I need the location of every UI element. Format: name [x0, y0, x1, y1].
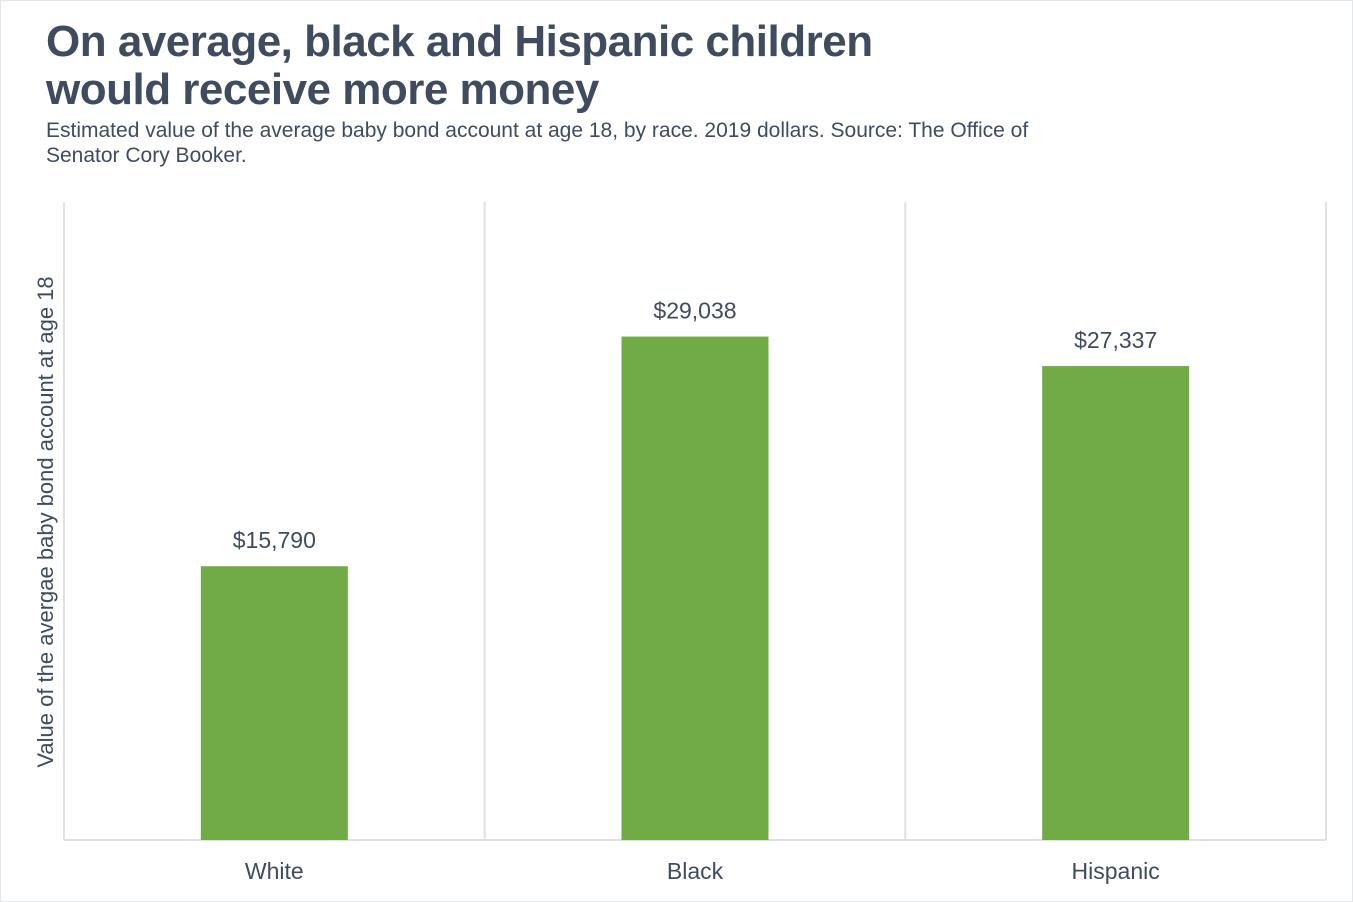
- bar-layer: [200, 336, 1190, 840]
- chart-subtitle: Estimated value of the average baby bond…: [46, 119, 1029, 167]
- data-label-black: $29,038: [653, 298, 736, 324]
- data-label-white: $15,790: [233, 527, 316, 553]
- chart-title: On average, black and Hispanic children …: [46, 17, 873, 114]
- data-label-hispanic: $27,337: [1074, 327, 1157, 353]
- x-tick-label-black: Black: [667, 858, 724, 884]
- label-layer: $15,790 White $29,038 Black $27,337 Hispanic: [233, 298, 1160, 884]
- bar-hispanic[interactable]: [1042, 366, 1190, 840]
- x-tick-label-white: White: [245, 858, 304, 884]
- bar-white[interactable]: [200, 566, 348, 840]
- bar-black[interactable]: [621, 336, 769, 840]
- x-tick-label-hispanic: Hispanic: [1072, 858, 1160, 884]
- y-axis-label: Value of the avergae baby bond account a…: [33, 276, 58, 767]
